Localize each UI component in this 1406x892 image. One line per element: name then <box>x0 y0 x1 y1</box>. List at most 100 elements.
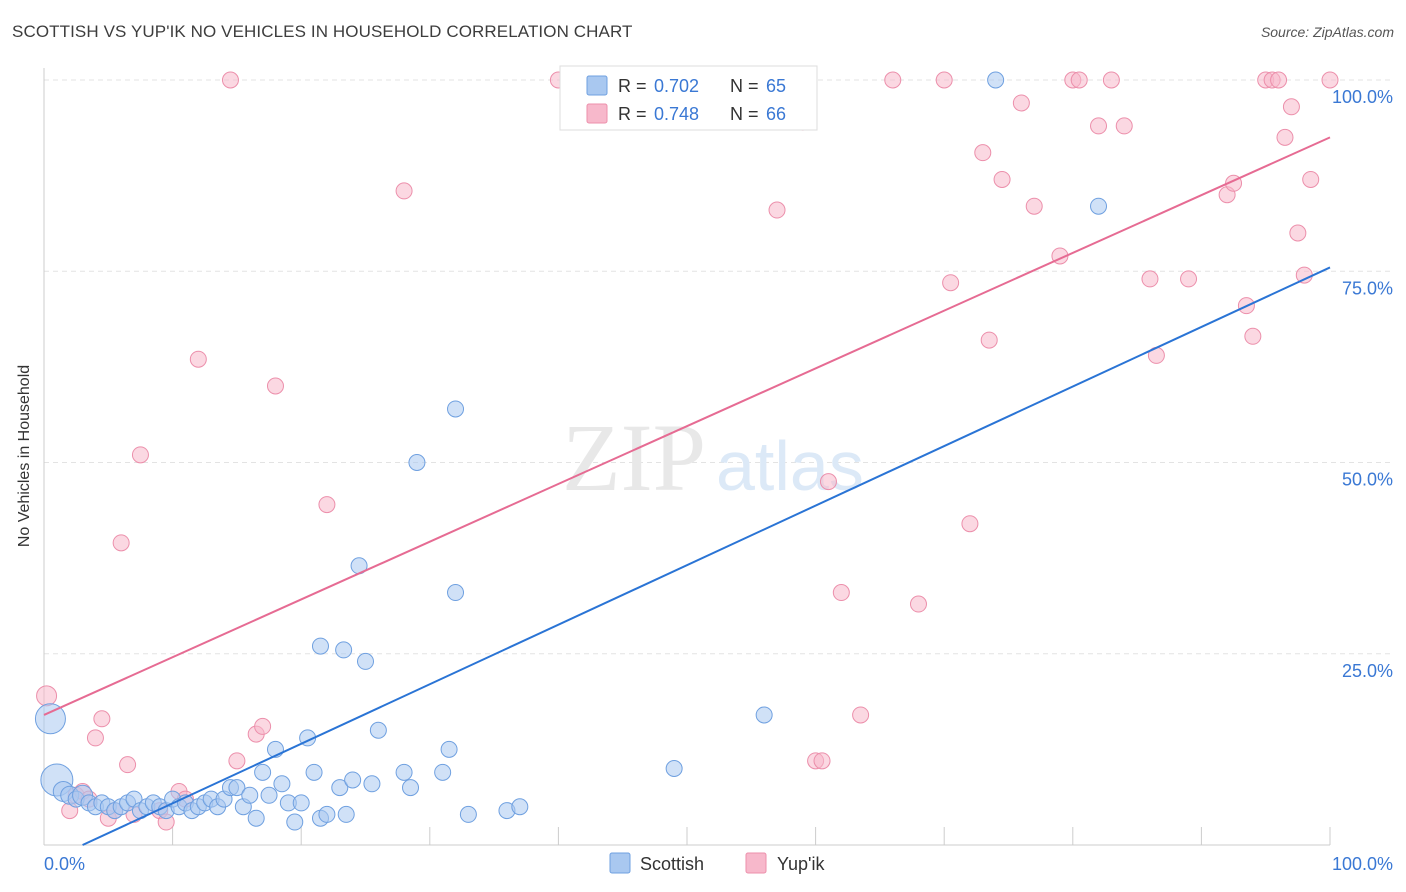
yupik-point-32 <box>832 584 850 602</box>
yupik-point-19 <box>228 752 246 770</box>
scottish-point-43 <box>318 805 336 823</box>
legend-bottom-swatch-yupik <box>745 852 767 874</box>
scottish-point-41 <box>305 763 323 781</box>
yupik-point-49 <box>1115 117 1133 135</box>
yupik-point-37 <box>942 274 960 292</box>
scottish-point-47 <box>337 805 355 823</box>
legend-r-value-scottish: 0.702 <box>654 76 699 96</box>
gridlines <box>44 79 1392 655</box>
legend-r-label-yupik: R = <box>618 104 647 124</box>
yupik-points <box>36 71 1339 831</box>
scottish-point-29 <box>228 779 246 797</box>
scottish-points <box>34 71 1108 831</box>
yupik-point-30 <box>813 752 831 770</box>
yupik-point-36 <box>935 71 953 89</box>
yupik-point-56 <box>1244 327 1262 345</box>
yupik-point-34 <box>884 71 902 89</box>
yupik-point-35 <box>909 595 927 613</box>
legend-n-label-scottish: N = <box>730 76 759 96</box>
scottish-point-36 <box>273 775 291 793</box>
yupik-point-12 <box>131 446 149 464</box>
y-axis-label: No Vehicles in Household <box>16 364 33 548</box>
watermark: ZIP atlas <box>562 404 864 511</box>
yupik-point-48 <box>1102 71 1120 89</box>
scottish-point-38 <box>286 813 304 831</box>
scottish-point-57 <box>440 740 458 758</box>
scottish-point-55 <box>408 454 426 471</box>
yupik-point-0 <box>36 685 58 707</box>
legend-r-label-scottish: R = <box>618 76 647 96</box>
scottish-point-64 <box>755 706 773 724</box>
yupik-point-59 <box>1270 71 1288 89</box>
scottish-point-31 <box>241 786 259 804</box>
yupik-point-23 <box>318 496 336 514</box>
yupik-point-50 <box>1141 270 1159 288</box>
yupik-point-24 <box>395 182 413 200</box>
scottish-point-46 <box>335 641 353 659</box>
legend-n-value-scottish: 65 <box>766 76 786 96</box>
scottish-point-39 <box>292 794 310 812</box>
yupik-point-65 <box>1321 71 1339 89</box>
source-label: Source: ZipAtlas.com <box>1260 24 1394 40</box>
scottish-point-51 <box>369 721 387 739</box>
yupik-point-21 <box>254 717 272 735</box>
legend-swatch-scottish <box>586 75 608 96</box>
x-tick-label-1: 100.0% <box>1332 854 1393 874</box>
legend-r-value-yupik: 0.748 <box>654 104 699 124</box>
scottish-point-63 <box>665 760 683 777</box>
legend-bottom-swatch-scottish <box>609 852 631 874</box>
yupik-point-17 <box>189 350 207 368</box>
trendlines <box>43 136 1331 846</box>
scottish-point-0 <box>34 703 66 735</box>
watermark-zip: ZIP <box>562 404 706 511</box>
yupik-point-52 <box>1180 270 1198 288</box>
yupik-point-63 <box>1295 266 1313 284</box>
yupik-point-31 <box>819 473 837 491</box>
yupik-trendline <box>43 136 1331 716</box>
yupik-point-33 <box>852 706 870 724</box>
legend-bottom: Scottish Yup'ik <box>609 852 825 874</box>
scottish-point-34 <box>260 786 278 804</box>
yupik-point-43 <box>1025 197 1043 215</box>
scottish-point-32 <box>247 809 265 827</box>
yupik-point-41 <box>993 170 1011 188</box>
yupik-point-42 <box>1012 94 1030 112</box>
scottish-point-53 <box>395 763 413 781</box>
yupik-point-46 <box>1070 71 1088 89</box>
scottish-point-58 <box>447 400 465 418</box>
yupik-point-60 <box>1276 128 1294 146</box>
x-tick-label-0: 0.0% <box>44 854 85 874</box>
legend-bottom-label-yupik: Yup'ik <box>777 854 825 874</box>
yupik-point-40 <box>980 331 998 349</box>
scottish-point-56 <box>434 763 452 781</box>
yupik-point-62 <box>1289 224 1307 242</box>
legend-n-label-yupik: N = <box>730 104 759 124</box>
watermark-atlas: atlas <box>716 427 864 505</box>
tick-labels: 25.0% 50.0% 75.0% 100.0% 0.0% 100.0% <box>44 87 1393 874</box>
scottish-trendline <box>82 266 1331 846</box>
yupik-point-9 <box>112 534 130 552</box>
legend-swatch-yupik <box>586 103 608 124</box>
yupik-point-61 <box>1282 98 1300 116</box>
y-tick-label-2: 75.0% <box>1342 278 1393 298</box>
legend-top: R = 0.702 N = 65 R = 0.748 N = 66 <box>559 65 818 131</box>
yupik-point-39 <box>974 144 992 162</box>
scottish-point-59 <box>459 805 477 823</box>
scottish-point-65 <box>987 71 1005 89</box>
yupik-point-10 <box>119 756 137 774</box>
yupik-point-27 <box>768 201 786 219</box>
yupik-point-64 <box>1302 170 1320 188</box>
scottish-point-44 <box>311 637 329 655</box>
scottish-point-61 <box>511 798 529 816</box>
yupik-point-6 <box>93 710 111 728</box>
yupik-point-47 <box>1090 117 1108 135</box>
yupik-point-18 <box>221 71 239 89</box>
yupik-point-22 <box>266 377 284 395</box>
scottish-point-62 <box>447 584 465 602</box>
y-tick-label-3: 100.0% <box>1332 87 1393 107</box>
chart-title: SCOTTISH VS YUP'IK NO VEHICLES IN HOUSEH… <box>12 22 633 41</box>
yupik-point-5 <box>86 729 104 747</box>
scottish-point-48 <box>344 771 362 789</box>
scottish-point-50 <box>363 775 381 793</box>
